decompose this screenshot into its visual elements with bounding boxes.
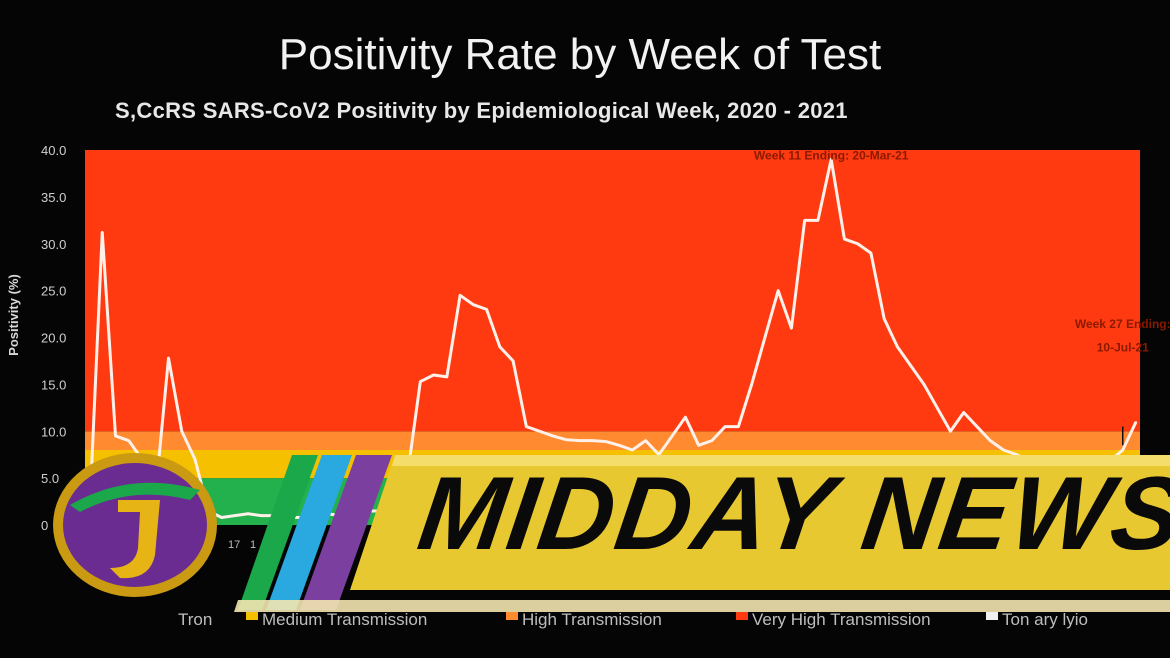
data-point (724, 425, 726, 428)
banner-gold-bar (350, 455, 1170, 590)
y-tick-label: 0 (41, 518, 48, 533)
stripe-purple (300, 455, 392, 610)
data-point (538, 430, 541, 433)
data-point (260, 514, 263, 517)
data-point (936, 407, 939, 409)
data-point (194, 458, 196, 461)
data-point (777, 289, 779, 292)
band-very-high-transmission (85, 150, 1140, 432)
data-point (472, 303, 475, 306)
data-point (114, 435, 117, 437)
data-point (446, 376, 448, 378)
data-point (605, 440, 607, 443)
y-tick-label: 25.0 (41, 284, 66, 299)
band-high-transmission (85, 431, 1140, 450)
y-tick-label: 10.0 (41, 424, 66, 439)
data-point (843, 238, 846, 240)
data-point (909, 364, 912, 367)
data-point (167, 357, 170, 359)
data-point (1135, 421, 1137, 423)
data-point (711, 439, 713, 442)
chart-title: S,CcRS SARS-CoV2 Positivity by Epidemiol… (115, 98, 848, 124)
data-point (419, 380, 422, 383)
data-point (989, 439, 992, 442)
stripe-blue (266, 455, 352, 610)
chart-annotation: 10-Jul-21 (1097, 341, 1149, 355)
legend-item: High Transmission (522, 610, 662, 629)
data-point (896, 346, 899, 348)
legend-swatch (506, 612, 518, 620)
data-point (499, 346, 501, 348)
data-point (764, 336, 766, 339)
data-point (790, 327, 793, 329)
data-point (591, 439, 594, 442)
data-point (432, 374, 435, 376)
chart-annotation: Week 11 Ending: 20-Mar-21 (754, 148, 909, 162)
x-tick-label: 1 (250, 539, 256, 551)
data-point (578, 439, 581, 442)
y-tick-label: 40.0 (41, 143, 66, 158)
data-point (856, 242, 859, 245)
legend-item: Medium Transmission (262, 610, 427, 629)
series-line (87, 157, 1138, 526)
x-tick-label: 17 (228, 539, 240, 551)
data-point (631, 449, 634, 451)
y-tick-label: 30.0 (41, 237, 66, 252)
data-point (976, 425, 978, 428)
data-point (830, 158, 832, 161)
chart-annotation: Week 27 Ending: (1075, 317, 1170, 331)
legend-swatch (736, 612, 748, 620)
legend-item: Tron (178, 610, 212, 629)
data-point (618, 444, 620, 447)
data-point (644, 439, 647, 442)
data-point (512, 360, 514, 362)
data-point (485, 308, 488, 311)
data-point (870, 252, 872, 254)
data-point (101, 231, 104, 234)
legend-item: Ton ary lyio (1002, 610, 1088, 629)
data-point (817, 219, 819, 222)
data-point (923, 383, 925, 386)
y-axis-label: Positivity (%) (6, 274, 21, 356)
data-point (565, 438, 567, 441)
data-point (962, 411, 965, 414)
legend-swatch (246, 612, 258, 620)
data-point (1002, 449, 1005, 451)
data-point (180, 430, 183, 433)
legend-item: Very High Transmission (752, 610, 931, 629)
data-point (803, 219, 806, 222)
data-point (949, 430, 952, 433)
data-point (127, 439, 130, 442)
data-point (247, 512, 249, 515)
slide-title: Positivity Rate by Week of Test (278, 30, 882, 79)
y-tick-label: 20.0 (41, 331, 66, 346)
chart-title-text: SARS-CoV2 Positivity by Epidemiological … (202, 98, 848, 123)
data-point (737, 425, 740, 428)
data-point (233, 514, 236, 517)
y-tick-label: 35.0 (41, 190, 66, 205)
data-point (220, 516, 223, 519)
data-point (883, 317, 885, 320)
y-tick-label: 15.0 (41, 377, 66, 392)
y-tick-label: 5.0 (41, 471, 59, 486)
data-point (697, 444, 700, 447)
data-point (750, 383, 753, 386)
chart-title-prefix: S,CcRS (115, 98, 197, 123)
legend-swatch (986, 612, 998, 620)
data-point (459, 294, 461, 297)
tvj-logo-icon (53, 453, 217, 597)
data-point (552, 435, 554, 437)
banner-title: MIDDAY NEWS (411, 456, 1170, 572)
data-point (525, 425, 528, 428)
data-point (1121, 449, 1124, 451)
data-point (671, 435, 673, 437)
data-point (684, 416, 687, 418)
stripe-green (238, 455, 318, 610)
